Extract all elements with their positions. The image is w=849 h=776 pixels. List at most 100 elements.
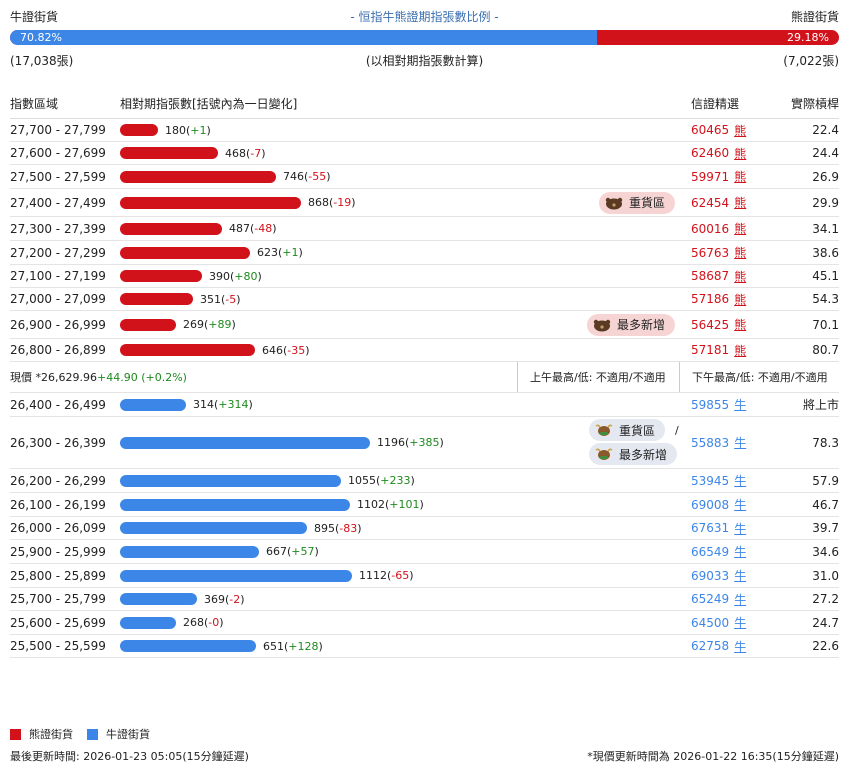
bear-contracts-bar bbox=[120, 222, 222, 235]
bull-code-link[interactable]: 66549 牛 bbox=[691, 540, 746, 563]
warrant-code[interactable]: 60016 bbox=[691, 221, 730, 236]
bear-code-link[interactable]: 57181 熊 bbox=[691, 339, 746, 361]
warrant-type[interactable]: 牛 bbox=[734, 436, 747, 450]
warrant-type[interactable]: 熊 bbox=[734, 318, 747, 332]
warrant-code[interactable]: 57186 bbox=[691, 292, 730, 306]
warrant-code[interactable]: 57181 bbox=[691, 343, 730, 357]
contracts-number: 390 bbox=[209, 269, 230, 283]
bull-range: 25,500 - 25,599 bbox=[10, 639, 106, 653]
warrant-type[interactable]: 熊 bbox=[734, 343, 747, 358]
warrant-code[interactable]: 55883 bbox=[691, 435, 730, 450]
bear-contracts-value: 390(+80) bbox=[209, 265, 262, 287]
bear-range: 27,000 - 27,099 bbox=[10, 292, 106, 306]
bull-code-link[interactable]: 62758 牛 bbox=[691, 635, 746, 657]
bull-code-link[interactable]: 53945 牛 bbox=[691, 469, 746, 492]
bear-code-link[interactable]: 57186 熊 bbox=[691, 288, 746, 310]
bear-contracts-bar bbox=[120, 196, 301, 209]
warrant-code[interactable]: 59855 bbox=[691, 397, 730, 412]
contracts-number: 487 bbox=[229, 222, 250, 235]
bull-contracts-value: 369(-2) bbox=[204, 588, 245, 610]
bull-leverage: 46.7 bbox=[812, 497, 839, 512]
warrant-type[interactable]: 熊 bbox=[734, 170, 747, 184]
bull-code-link[interactable]: 67631 牛 bbox=[691, 517, 746, 539]
daily-change: +233 bbox=[380, 474, 411, 487]
bull-contracts-bar bbox=[120, 616, 176, 629]
warrant-code[interactable]: 69033 bbox=[691, 568, 730, 583]
bull-contracts-value: 314(+314) bbox=[193, 393, 253, 416]
warrant-type[interactable]: 牛 bbox=[734, 616, 747, 630]
warrant-type[interactable]: 牛 bbox=[734, 398, 747, 412]
paren: ) bbox=[206, 123, 211, 137]
warrant-code[interactable]: 64500 bbox=[691, 615, 730, 630]
daily-change: +128 bbox=[288, 639, 319, 653]
warrant-code[interactable]: 58687 bbox=[691, 269, 730, 283]
warrant-code[interactable]: 53945 bbox=[691, 473, 730, 488]
daily-change: -48 bbox=[254, 222, 273, 235]
warrant-code[interactable]: 59971 bbox=[691, 169, 730, 184]
bull-code-link[interactable]: 69033 牛 bbox=[691, 564, 746, 587]
warrant-code[interactable]: 56425 bbox=[691, 317, 730, 332]
bull-street-label: 牛證街貨 bbox=[10, 10, 59, 24]
warrant-type[interactable]: 熊 bbox=[734, 246, 747, 260]
warrant-type[interactable]: 熊 bbox=[734, 196, 747, 210]
bull-row: 26,400 - 26,499 314(+314) 59855 牛 將上市 bbox=[10, 393, 839, 417]
bear-code-link[interactable]: 60465 熊 bbox=[691, 119, 746, 141]
warrant-code[interactable]: 69008 bbox=[691, 497, 730, 512]
warrant-code[interactable]: 62454 bbox=[691, 195, 730, 210]
bear-icon bbox=[593, 318, 611, 332]
bull-leverage: 31.0 bbox=[812, 568, 839, 583]
bear-contracts-value: 868(-19) bbox=[308, 189, 356, 216]
bull-code-link[interactable]: 65249 牛 bbox=[691, 588, 746, 610]
bear-code-link[interactable]: 56763 熊 bbox=[691, 241, 746, 264]
price-value: 26,629.96 bbox=[41, 370, 97, 384]
warrant-type[interactable]: 熊 bbox=[734, 269, 747, 284]
paren: ) bbox=[419, 498, 424, 511]
warrant-type[interactable]: 熊 bbox=[734, 146, 747, 161]
warrant-type[interactable]: 熊 bbox=[734, 292, 747, 307]
warrant-type[interactable]: 牛 bbox=[734, 498, 747, 512]
paren: ( bbox=[278, 246, 283, 259]
warrant-code[interactable]: 67631 bbox=[691, 521, 730, 535]
bear-code-link[interactable]: 59971 熊 bbox=[691, 165, 746, 188]
warrant-type[interactable]: 熊 bbox=[734, 222, 747, 236]
warrant-code[interactable]: 66549 bbox=[691, 544, 730, 559]
warrant-type[interactable]: 牛 bbox=[734, 639, 747, 654]
warrant-code[interactable]: 62460 bbox=[691, 146, 730, 160]
warrant-type[interactable]: 牛 bbox=[734, 592, 747, 607]
bear-code-link[interactable]: 62460 熊 bbox=[691, 142, 746, 164]
bull-contracts-value: 1055(+233) bbox=[348, 469, 415, 492]
bull-code-link[interactable]: 69008 牛 bbox=[691, 493, 746, 516]
bull-contracts-bar bbox=[120, 545, 259, 558]
bull-range: 26,300 - 26,399 bbox=[10, 435, 106, 450]
paren: ( bbox=[287, 545, 292, 558]
legend-bear: 熊證街貨 bbox=[10, 726, 73, 742]
warrant-code[interactable]: 56763 bbox=[691, 245, 730, 260]
daily-change: +1 bbox=[190, 123, 207, 137]
warrant-type[interactable]: 熊 bbox=[734, 123, 747, 138]
daily-change: +314 bbox=[218, 398, 249, 411]
bear-code-link[interactable]: 56425 熊 bbox=[691, 311, 746, 338]
warrant-code[interactable]: 60465 bbox=[691, 123, 730, 137]
bear-code-link[interactable]: 60016 熊 bbox=[691, 217, 746, 240]
daily-change: +101 bbox=[389, 498, 420, 511]
warrant-code[interactable]: 62758 bbox=[691, 639, 730, 653]
daily-change: -55 bbox=[308, 170, 327, 183]
warrant-code[interactable]: 65249 bbox=[691, 592, 730, 606]
bull-code-link[interactable]: 55883 牛 bbox=[691, 417, 746, 468]
bull-code-link[interactable]: 59855 牛 bbox=[691, 393, 746, 416]
warrant-type[interactable]: 牛 bbox=[734, 545, 747, 559]
bull-code-link[interactable]: 64500 牛 bbox=[691, 611, 746, 634]
warrant-type[interactable]: 牛 bbox=[734, 569, 747, 583]
bear-code-link[interactable]: 62454 熊 bbox=[691, 189, 746, 216]
badge-label: 最多新增 bbox=[616, 318, 665, 332]
paren: ) bbox=[248, 398, 253, 411]
warrant-type[interactable]: 牛 bbox=[734, 521, 747, 536]
bull-contracts-bar bbox=[120, 593, 197, 605]
bull-ratio-fill bbox=[10, 30, 598, 45]
contracts-number: 623 bbox=[257, 246, 278, 259]
warrant-type[interactable]: 牛 bbox=[734, 474, 747, 488]
bull-range: 25,700 - 25,799 bbox=[10, 592, 106, 606]
bear-leverage: 54.3 bbox=[812, 292, 839, 306]
bear-code-link[interactable]: 58687 熊 bbox=[691, 265, 746, 287]
bull-row: 26,200 - 26,299 1055(+233) 53945 牛 57.9 bbox=[10, 469, 839, 493]
